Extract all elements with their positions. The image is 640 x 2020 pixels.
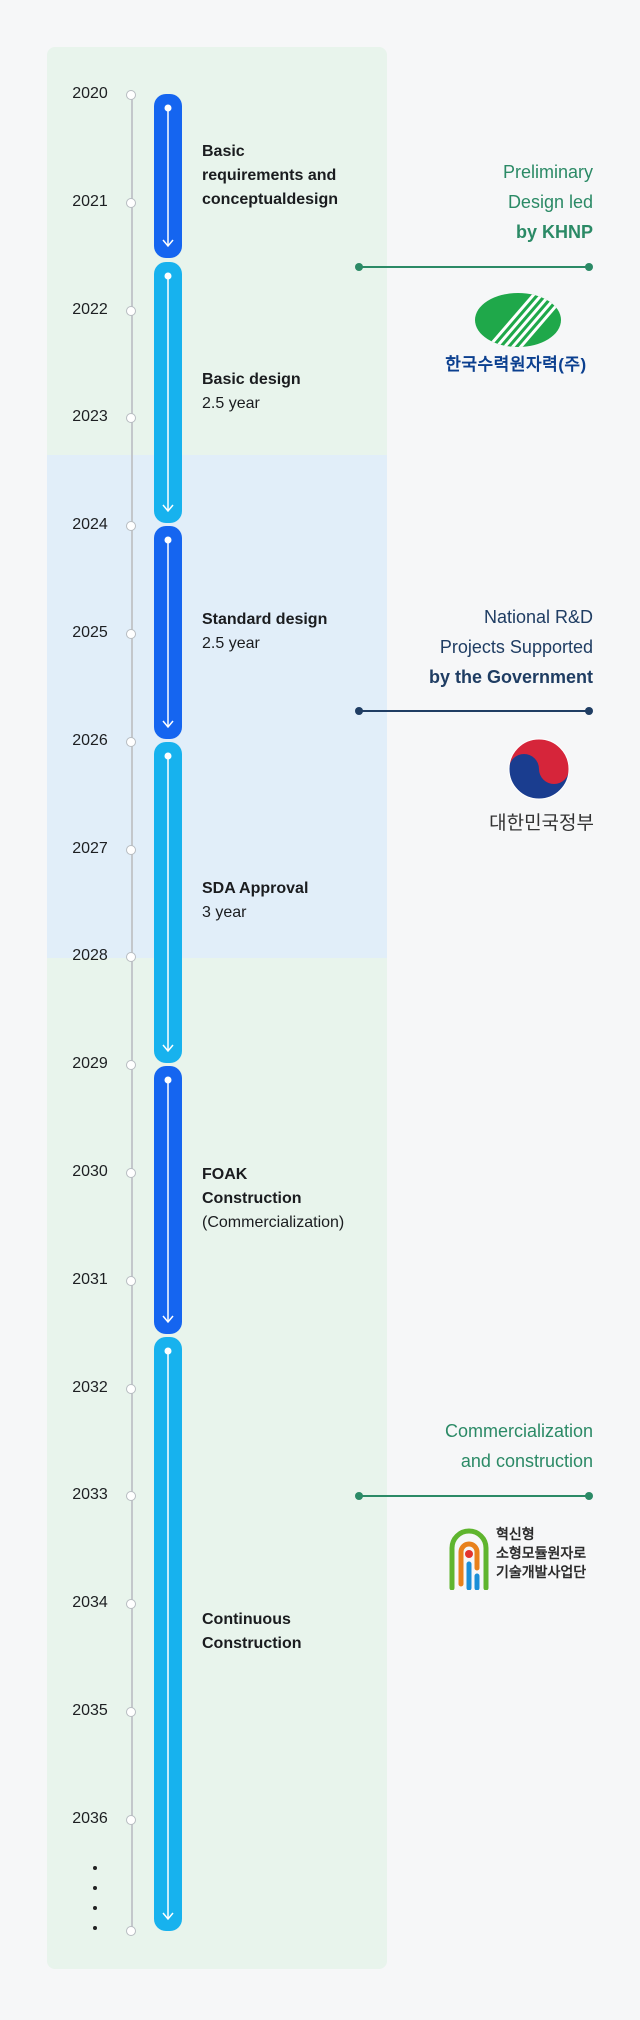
phase-duration: 2.5 year (202, 635, 260, 652)
year-label: 2022 (72, 300, 108, 318)
logo-line: 혁신형 (496, 1526, 535, 1542)
year-dot (126, 90, 136, 100)
lead-khnp: Preliminary Design led by KHNP (373, 157, 593, 247)
year-label: 2023 (72, 408, 108, 426)
year-dot (126, 629, 136, 639)
year-dot (126, 1383, 136, 1394)
year-dot (126, 1599, 136, 1610)
phase-title: Continuous (202, 1611, 291, 1628)
khnp-logo-icon (475, 293, 561, 347)
phase-label-standard-design: Standard design 2.5 year (202, 608, 327, 656)
year-label: 2020 (72, 85, 108, 102)
year-label: 2031 (72, 1270, 108, 1288)
year-dot (126, 736, 136, 747)
phase-title: SDA Approval (202, 880, 309, 897)
khnp-logo-text: 한국수력원자력(주) (445, 355, 587, 374)
lead-text-bold: by the Government (428, 667, 593, 687)
arrow-down-icon (162, 1076, 174, 1324)
year-dot (126, 413, 136, 424)
year-label: 2026 (72, 731, 108, 749)
lead-text-bold: by KHNP (515, 222, 593, 242)
phase-duration: 3 year (202, 904, 247, 921)
year-label: 2034 (72, 1594, 108, 1612)
phase-label-continuous: Continuous Construction (202, 1608, 302, 1656)
year-label: 2021 (72, 192, 108, 210)
year-label: 2027 (72, 839, 108, 857)
year-dot (126, 1707, 136, 1717)
year-label: 2029 (72, 1055, 108, 1073)
phase-title: FOAK (202, 1166, 248, 1183)
year-label: 2033 (72, 1486, 108, 1504)
government-emblem-icon (508, 738, 570, 800)
year-dot (126, 1060, 136, 1071)
ellipsis-dot (93, 1886, 97, 1890)
phase-bar (154, 1337, 182, 1931)
lead-text: National R&D (483, 607, 593, 627)
year-dot (126, 1275, 136, 1286)
phase-title: Standard design (202, 611, 328, 628)
timeline-panel (47, 47, 387, 1969)
phase-title: conceptualdesign (202, 191, 339, 208)
year-dot (126, 952, 136, 963)
arrow-down-icon (162, 1347, 174, 1921)
government-band (47, 455, 387, 958)
connector-khnp (355, 263, 593, 271)
year-label: 2024 (72, 516, 108, 534)
arrow-down-icon (162, 752, 174, 1053)
timeline-axis (131, 95, 133, 1931)
timeline-end-dot (126, 1926, 136, 1936)
year-label: 2030 (72, 1163, 108, 1180)
phase-bar (154, 1066, 182, 1334)
lead-text: Preliminary (502, 162, 593, 182)
phase-bar (154, 526, 182, 739)
year-label: 2032 (72, 1378, 108, 1396)
year-dot (126, 305, 136, 316)
ellipsis-dot (93, 1866, 97, 1870)
government-logo-text: 대한민국정부 (489, 813, 594, 834)
year-label: 2028 (72, 947, 108, 965)
phase-label-conceptual: Basic requirements and conceptualdesign (202, 140, 338, 212)
year-dot (126, 1168, 136, 1178)
lead-commercialization: Commercialization and construction (373, 1416, 593, 1476)
arrow-down-icon (162, 536, 174, 729)
year-dot (126, 1814, 136, 1825)
year-dot (126, 1491, 136, 1502)
arrow-down-icon (162, 272, 174, 513)
lead-government: National R&D Projects Supported by the G… (373, 602, 593, 692)
phase-label-foak: FOAK Construction (Commercialization) (202, 1163, 344, 1235)
ellipsis-dot (93, 1906, 97, 1910)
year-dot (126, 197, 136, 208)
phase-label-sda-approval: SDA Approval 3 year (202, 877, 308, 925)
i-smr-logo-icon (449, 1528, 489, 1590)
year-dot (126, 521, 136, 532)
ellipsis-dot (93, 1926, 97, 1930)
lead-text: Commercialization (444, 1421, 593, 1441)
year-dot (126, 844, 136, 855)
phase-title: Basic (202, 143, 245, 160)
lead-text: Design led (507, 192, 593, 212)
i-smr-logo-text: 혁신형 소형모듈원자로 기술개발사업단 (496, 1525, 596, 1582)
year-label: 2025 (72, 624, 108, 641)
phase-bar (154, 94, 182, 258)
phase-bar (154, 742, 182, 1063)
phase-title: requirements and (202, 167, 337, 184)
phase-title: Basic design (202, 371, 301, 388)
phase-bar (154, 262, 182, 523)
connector-commercialization (355, 1492, 593, 1500)
phase-duration: (Commercialization) (202, 1214, 345, 1231)
lead-text: Projects Supported (439, 637, 593, 657)
logo-line: 소형모듈원자로 (496, 1545, 587, 1561)
connector-government (355, 707, 593, 715)
phase-duration: 2.5 year (202, 395, 260, 412)
phase-title: Construction (202, 1635, 302, 1652)
phase-label-basic-design: Basic design 2.5 year (202, 368, 301, 416)
year-label: 2035 (72, 1702, 108, 1719)
arrow-down-icon (162, 104, 174, 248)
phase-title: Construction (202, 1190, 302, 1207)
lead-text: and construction (460, 1451, 593, 1471)
logo-line: 기술개발사업단 (496, 1564, 587, 1580)
year-label: 2036 (72, 1809, 108, 1827)
